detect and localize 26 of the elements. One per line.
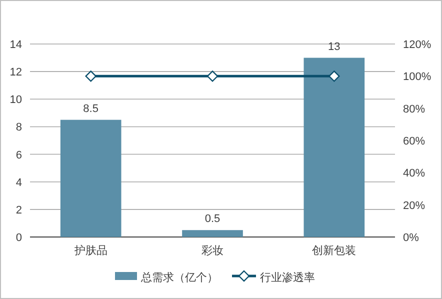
y-tick-label: 4	[16, 176, 22, 189]
x-tick-label: 护肤品	[73, 244, 108, 257]
bar	[304, 58, 365, 237]
x-tick-label: 创新包装	[312, 244, 356, 257]
y-tick-label: 10	[10, 94, 22, 106]
y2-tick-label: 20%	[403, 200, 426, 212]
legend-label: 总需求（亿个）	[140, 271, 218, 284]
data-label: 0.5	[204, 213, 220, 226]
y-tick-label: 6	[16, 149, 22, 162]
bar	[60, 120, 122, 237]
y-tick-label: 0	[16, 232, 22, 244]
y2-tick-label: 80%	[403, 103, 426, 116]
y2-tick-label: 0%	[403, 232, 420, 244]
data-label: 13	[328, 40, 340, 53]
y-tick-label: 2	[16, 204, 22, 216]
x-tick-label: 彩妆	[202, 245, 224, 257]
y2-tick-label: 40%	[403, 168, 426, 180]
y2-tick-label: 100%	[403, 71, 432, 84]
y2-tick-label: 60%	[403, 136, 426, 148]
bar	[182, 230, 243, 237]
data-label: 8.5	[83, 102, 98, 115]
legend-label: 行业渗透率	[260, 271, 315, 284]
y-tick-label: 12	[10, 66, 22, 79]
y-tick-label: 8	[16, 122, 22, 134]
y-tick-label: 14	[10, 39, 22, 51]
y2-tick-label: 120%	[403, 39, 432, 51]
